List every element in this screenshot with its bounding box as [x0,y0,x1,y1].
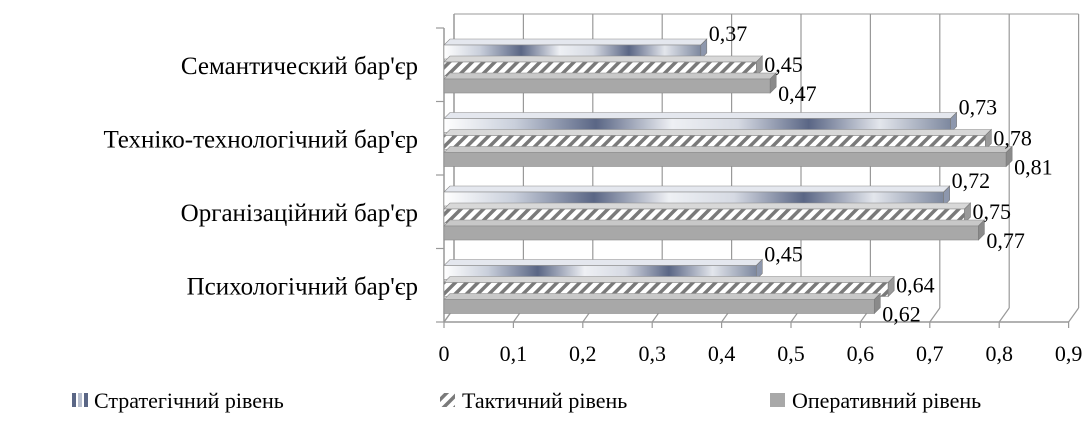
bar-side-tactical [887,275,895,298]
bar-side-operative [1005,145,1013,168]
data-label-tactical: 0,64 [896,273,935,298]
gridline-floor [1068,307,1080,323]
bar-top-operative [443,72,777,80]
bar-top-tactical [443,55,764,63]
bar-side-tactical [985,128,992,151]
x-tick-label: 0,4 [708,341,736,366]
data-label-strategic: 0,73 [959,95,998,120]
x-tick-label: 0,8 [985,341,1013,366]
bar-operative [443,152,1007,167]
bar-operative [443,225,979,241]
legend-label-strategic: Стратегічний рівень [94,388,284,413]
data-label-operative: 0,77 [986,228,1025,253]
data-label-tactical: 0,75 [973,199,1012,224]
category-label: Техніко-технологічний бар'єр [103,126,418,153]
data-label-tactical: 0,78 [993,126,1032,151]
gridline-floor [929,307,941,323]
bar-side-tactical [755,55,763,77]
legend-swatch-strategic-c [84,393,88,407]
category-label: Психологічний бар'єр [187,273,418,300]
x-tick-label: 0,6 [847,341,875,366]
data-label-operative: 0,47 [778,81,817,106]
x-tick-label: 0,5 [777,341,805,366]
category-label: Семантический бар'єр [181,53,418,80]
bar-side-strategic [943,185,950,207]
data-label-tactical: 0,45 [764,52,803,77]
legend-item-operative: Оперативний рівень [770,388,981,413]
bar-side-strategic [950,111,957,134]
bar-top-strategic [443,185,951,193]
legend-label-tactical: Тактичний рівень [462,388,627,413]
bar-side-operative [769,72,777,94]
bar-top-tactical [443,276,895,283]
category-label: Організаційний бар'єр [181,200,418,227]
x-tick-label: 0,1 [500,341,528,366]
data-label-strategic: 0,72 [952,168,991,193]
legend-swatch-strategic [72,393,76,407]
bar-side-operative [873,292,881,315]
bar-side-tactical [964,202,971,224]
bar-side-strategic [700,38,708,60]
legend-item-strategic: Стратегічний рівень [72,388,284,413]
legend-swatch-operative [770,393,785,407]
gridline-floor [998,307,1010,323]
bar-top-strategic [443,112,958,119]
legend-label-operative: Оперативний рівень [792,388,981,413]
bar-top-operative [443,219,986,227]
data-label-strategic: 0,45 [764,242,803,267]
bar-top-strategic [443,38,708,46]
bar-top-operative [443,293,882,300]
x-tick-label: 0,7 [916,341,944,366]
data-label-strategic: 0,37 [709,21,748,46]
bar-operative [443,299,875,314]
bar-top-operative [443,146,1013,153]
legend-item-tactical: Тактичний рівень [440,388,627,413]
legend-swatch-strategic-b [78,393,82,407]
data-label-operative: 0,62 [882,302,921,327]
x-tick-label: 0,3 [638,341,666,366]
bar-side-strategic [755,258,763,281]
bar-side-operative [978,219,985,241]
bar-top-tactical [443,129,993,136]
x-tick-label: 0 [439,341,450,366]
bar-operative [443,78,771,94]
x-tick-label: 0,2 [569,341,597,366]
bar-top-strategic [443,259,764,266]
bar-top-tactical [443,202,972,210]
legend-swatch-tactical [440,393,455,407]
data-label-operative: 0,81 [1014,155,1053,180]
x-tick-label: 0,9 [1055,341,1083,366]
